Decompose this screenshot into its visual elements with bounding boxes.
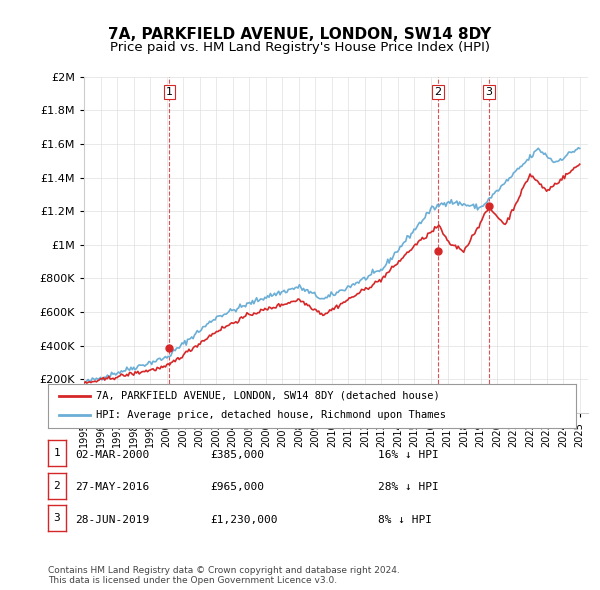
Text: 3: 3: [53, 513, 61, 523]
Text: 3: 3: [485, 87, 493, 97]
Text: 7A, PARKFIELD AVENUE, LONDON, SW14 8DY (detached house): 7A, PARKFIELD AVENUE, LONDON, SW14 8DY (…: [95, 391, 439, 401]
Text: £1,230,000: £1,230,000: [210, 514, 277, 525]
Text: Contains HM Land Registry data © Crown copyright and database right 2024.
This d: Contains HM Land Registry data © Crown c…: [48, 566, 400, 585]
Text: £385,000: £385,000: [210, 450, 264, 460]
Text: 27-MAY-2016: 27-MAY-2016: [75, 482, 149, 492]
Text: 2: 2: [53, 481, 61, 490]
Text: £965,000: £965,000: [210, 482, 264, 492]
Text: 1: 1: [53, 448, 61, 458]
Text: HPI: Average price, detached house, Richmond upon Thames: HPI: Average price, detached house, Rich…: [95, 411, 446, 420]
Text: 16% ↓ HPI: 16% ↓ HPI: [378, 450, 439, 460]
Text: 2: 2: [434, 87, 442, 97]
Text: 8% ↓ HPI: 8% ↓ HPI: [378, 514, 432, 525]
Text: 1: 1: [166, 87, 173, 97]
Text: Price paid vs. HM Land Registry's House Price Index (HPI): Price paid vs. HM Land Registry's House …: [110, 41, 490, 54]
Text: 28% ↓ HPI: 28% ↓ HPI: [378, 482, 439, 492]
Text: 7A, PARKFIELD AVENUE, LONDON, SW14 8DY: 7A, PARKFIELD AVENUE, LONDON, SW14 8DY: [109, 27, 491, 41]
Text: 02-MAR-2000: 02-MAR-2000: [75, 450, 149, 460]
Text: 28-JUN-2019: 28-JUN-2019: [75, 514, 149, 525]
